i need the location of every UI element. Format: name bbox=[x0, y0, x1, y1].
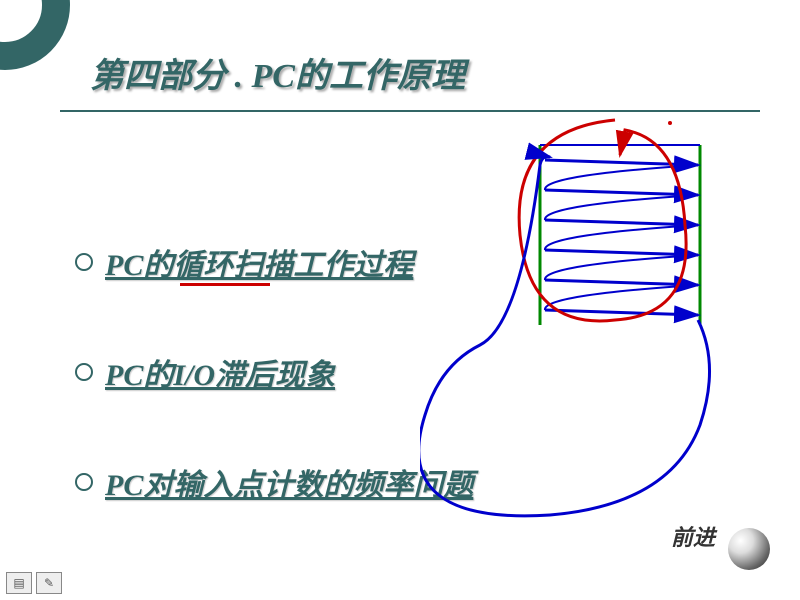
red-annotation-underline bbox=[180, 283, 270, 286]
forward-link[interactable]: 前进 bbox=[671, 520, 715, 552]
bullet-icon bbox=[75, 473, 93, 491]
bullet-item-3[interactable]: PC对输入点计数的频率问题 bbox=[75, 460, 473, 504]
title-underline bbox=[60, 110, 760, 112]
sphere-icon[interactable] bbox=[728, 528, 770, 570]
bullet-item-1[interactable]: PC的循环扫描工作过程 bbox=[75, 240, 413, 284]
bullet-text-3: PC对输入点计数的频率问题 bbox=[105, 460, 473, 504]
corner-decoration bbox=[0, 0, 70, 70]
bullet-icon bbox=[75, 363, 93, 381]
tool-button-1[interactable]: ▤ bbox=[6, 572, 32, 594]
slide-title: 第四部分 . PC的工作原理 bbox=[90, 48, 465, 97]
scan-diagram bbox=[420, 115, 800, 575]
bullet-icon bbox=[75, 253, 93, 271]
bullet-item-2[interactable]: PC的I/O滞后现象 bbox=[75, 350, 335, 394]
bullet-text-1: PC的循环扫描工作过程 bbox=[105, 240, 413, 284]
bullet-text-2: PC的I/O滞后现象 bbox=[105, 350, 335, 394]
tool-button-2[interactable]: ✎ bbox=[36, 572, 62, 594]
annotation-toolbar: ▤ ✎ bbox=[6, 572, 62, 594]
